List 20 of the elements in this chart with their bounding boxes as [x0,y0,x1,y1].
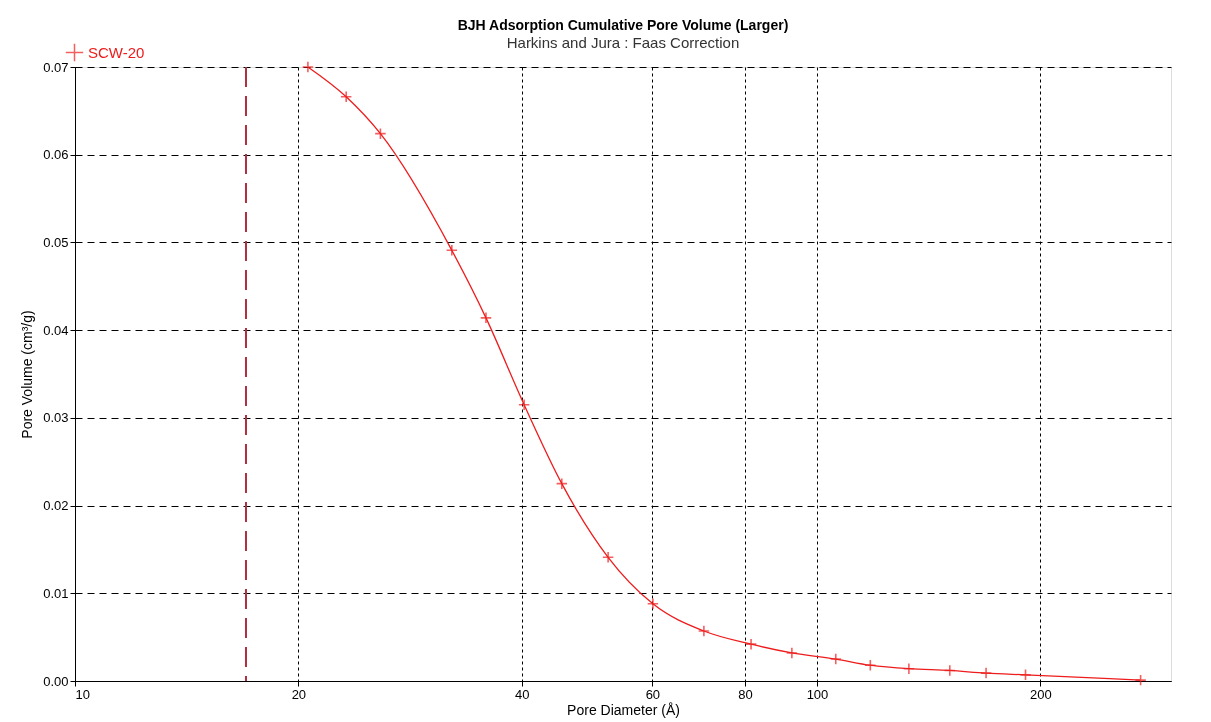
y-axis-title: Pore Volume (cm³/g) [19,310,36,439]
y-tick-label: 0.03 [43,410,69,426]
x-axis-title: Pore Diameter (Å) [567,701,680,718]
chart-title: BJH Adsorption Cumulative Pore Volume (Larger) [457,16,789,33]
x-tick-label: 200 [1029,686,1052,702]
y-tick-label: 0.02 [43,498,69,514]
x-tick-label: 80 [738,686,753,702]
y-tick-label: 0.00 [43,673,69,689]
x-tick-label: 40 [514,686,530,702]
y-tick-label: 0.06 [43,147,69,163]
x-tick-label: 100 [806,686,829,702]
y-tick-label: 0.01 [43,585,69,601]
chart-subtitle: Harkins and Jura : Faas Correction [506,33,740,51]
y-tick-label: 0.07 [43,59,69,75]
y-tick-label: 0.04 [43,322,69,338]
x-tick-label: 10 [75,686,90,702]
legend-label: SCW-20 [88,43,145,61]
y-tick-label: 0.05 [43,234,69,250]
x-tick-label: 60 [645,686,661,702]
x-tick-label: 20 [291,686,307,702]
